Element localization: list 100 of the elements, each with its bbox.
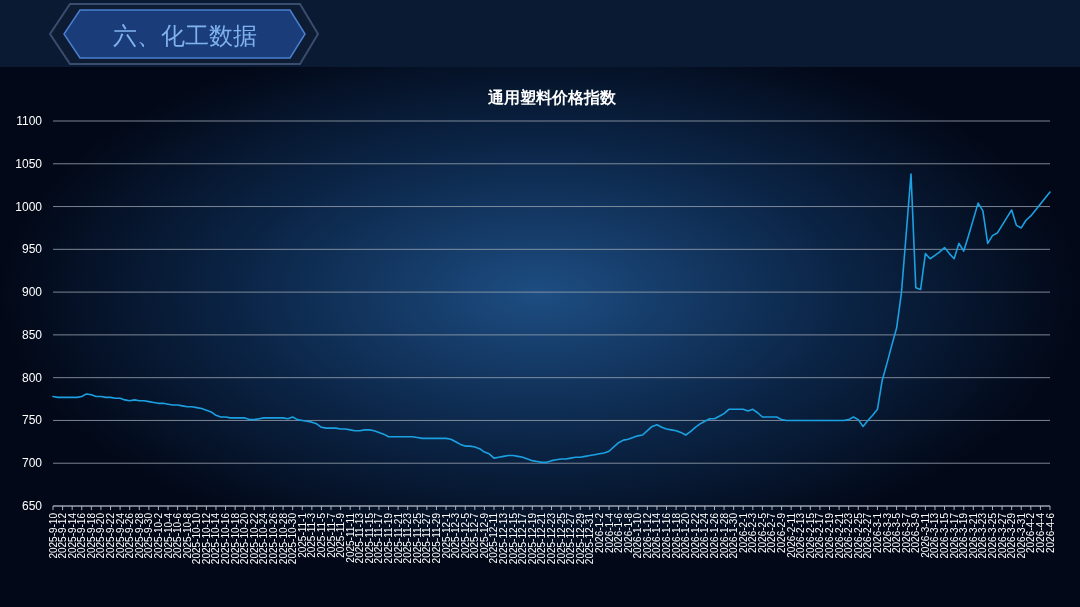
x-tick-label: 2026-2-1 (737, 512, 749, 554)
x-tick-label: 2025-12-11 (488, 512, 500, 564)
x-tick-label: 2026-2-21 (833, 512, 845, 559)
x-tick-label: 2026-3-17 (948, 512, 960, 559)
x-tick-label: 2026-3-19 (958, 512, 970, 559)
x-tick-label: 2025-11-15 (363, 512, 375, 564)
x-tick-label: 2026-2-17 (814, 512, 826, 559)
x-tick-label: 2026-3-13 (929, 512, 941, 559)
x-tick-label: 2025-10-12 (200, 512, 212, 565)
x-tick-label: 2026-1-10 (632, 512, 644, 559)
y-tick-label: 850 (21, 327, 43, 342)
x-tick-label: 2026-3-23 (977, 512, 989, 559)
x-tick-label: 2025-10-28 (277, 512, 289, 565)
x-tick-label: 2025-11-7 (325, 512, 337, 558)
x-tick-label: 2026-3-25 (986, 512, 998, 559)
x-tick-label: 2025-11-9 (335, 512, 347, 558)
x-tick-label: 2026-1-28 (718, 512, 730, 559)
x-tick-label: 2026-3-15 (939, 512, 951, 559)
x-tick-label: 2025-10-20 (239, 512, 251, 565)
x-tick-label: 2025-9-12 (57, 512, 69, 559)
x-tick-label: 2025-11-23 (402, 512, 414, 564)
x-tick-label: 2026-1-24 (699, 512, 711, 559)
x-tick-label: 2026-3-21 (967, 512, 979, 559)
x-tick-label: 2026-2-25 (852, 512, 864, 559)
x-tick-label: 2026-1-4 (603, 512, 615, 554)
x-tick-label: 2025-9-22 (105, 512, 117, 559)
x-tick-label: 2025-12-3 (450, 512, 462, 559)
x-tick-label: 2026-2-3 (747, 512, 759, 554)
x-tick-label: 2025-12-21 (536, 512, 548, 565)
y-tick-label: 650 (21, 499, 43, 513)
y-tick-label: 950 (21, 242, 43, 257)
x-tick-label: 2026-1-20 (680, 512, 692, 559)
x-tick-label: 2025-12-5 (459, 512, 471, 559)
x-tick-label: 2025-11-11 (344, 512, 356, 563)
x-tick-label: 2025-11-25 (411, 512, 423, 564)
chart-title: 通用塑料价格指数 (486, 88, 617, 106)
x-tick-label: 2026-3-1 (871, 512, 883, 554)
y-tick-label: 900 (21, 285, 43, 300)
x-tick-label: 2025-12-1 (440, 512, 452, 559)
x-tick-label: 2025-9-24 (114, 512, 126, 559)
x-tick-label: 2026-1-18 (670, 512, 682, 559)
x-tick-label: 2026-1-8 (622, 512, 634, 554)
x-tick-label: 2025-11-19 (383, 512, 395, 564)
x-tick-label: 2025-12-9 (478, 512, 490, 559)
x-tick-label: 2025-9-16 (76, 512, 88, 559)
x-tick-label: 2025-10-26 (267, 512, 279, 565)
x-tick-label: 2025-12-27 (565, 512, 577, 565)
x-tick-label: 2025-11-27 (421, 512, 433, 564)
x-tick-label: 2025-11-13 (354, 512, 366, 564)
x-tick-label: 2025-10-30 (287, 512, 299, 565)
x-tick-label: 2025-11-5 (315, 512, 327, 558)
x-tick-label: 2026-2-23 (843, 512, 855, 559)
x-tick-label: 2025-12-23 (546, 512, 557, 565)
x-tick-label: 2026-1-26 (708, 512, 720, 559)
x-tick-label: 2025-12-17 (517, 512, 529, 565)
x-tick-label: 2026-2-27 (862, 512, 874, 559)
x-tick-label: 2026-2-11 (785, 512, 797, 558)
y-tick-label: 700 (21, 456, 43, 471)
x-tick-label: 2025-9-18 (85, 512, 97, 559)
x-tick-label: 2026-2-19 (824, 512, 836, 559)
x-tick-label: 2025-9-14 (66, 512, 78, 559)
x-tick-label: 2025-11-3 (306, 512, 318, 558)
x-tick-label: 2026-1-14 (651, 512, 663, 559)
x-tick-label: 2026-3-7 (900, 512, 912, 554)
x-tick-label: 2025-9-10 (47, 512, 59, 559)
x-tick-label: 2025-10-22 (248, 512, 260, 565)
x-tick-label: 2025-10-6 (172, 512, 184, 559)
x-tick-label: 2025-10-10 (191, 512, 203, 565)
x-tick-label: 2025-10-16 (220, 512, 232, 565)
x-tick-label: 2026-2-13 (795, 512, 807, 559)
x-tick-label: 2025-12-7 (469, 512, 481, 559)
y-tick-label: 1000 (15, 199, 43, 214)
x-tick-label: 2026-1-30 (728, 512, 740, 559)
x-tick-label: 2025-12-25 (555, 512, 567, 565)
x-tick-label: 2026-1-12 (641, 512, 653, 559)
x-tick-label: 2025-12-29 (574, 512, 586, 565)
y-tick-label: 1050 (15, 156, 43, 171)
x-tick-label: 2025-11-29 (430, 512, 442, 564)
x-tick-label: 2026-3-9 (910, 512, 922, 554)
x-tick-label: 2025-9-26 (124, 512, 136, 559)
x-tick-label: 2026-3-27 (996, 512, 1008, 559)
x-tick-label: 2025-10-24 (258, 512, 270, 565)
x-tick-label: 2026-4-4 (1034, 512, 1046, 554)
x-tick-label: 2025-12-31 (584, 512, 596, 565)
x-tick-label: 2025-12-19 (526, 512, 538, 565)
x-tick-label: 2026-3-11 (919, 512, 931, 558)
x-tick-label: 2025-9-30 (143, 512, 155, 559)
x-tick-label: 2026-2-5 (756, 512, 768, 554)
x-tick-label: 2026-4-6 (1044, 512, 1056, 554)
x-tick-label: 2026-1-16 (661, 512, 673, 559)
x-tick-label: 2025-12-15 (507, 512, 519, 565)
x-tick-label: 2025-9-28 (133, 512, 145, 559)
text: 六、化工数据 (113, 22, 257, 49)
x-tick-label: 2026-3-29 (1006, 512, 1018, 559)
x-tick-label: 2025-10-2 (152, 512, 164, 559)
y-tick-label: 1100 (16, 114, 43, 128)
x-tick-label: 2026-1-6 (613, 512, 625, 554)
x-tick-label: 2026-2-9 (776, 512, 788, 554)
x-tick-label: 2026-2-15 (804, 512, 816, 559)
x-tick-label: 2025-10-8 (181, 512, 193, 559)
